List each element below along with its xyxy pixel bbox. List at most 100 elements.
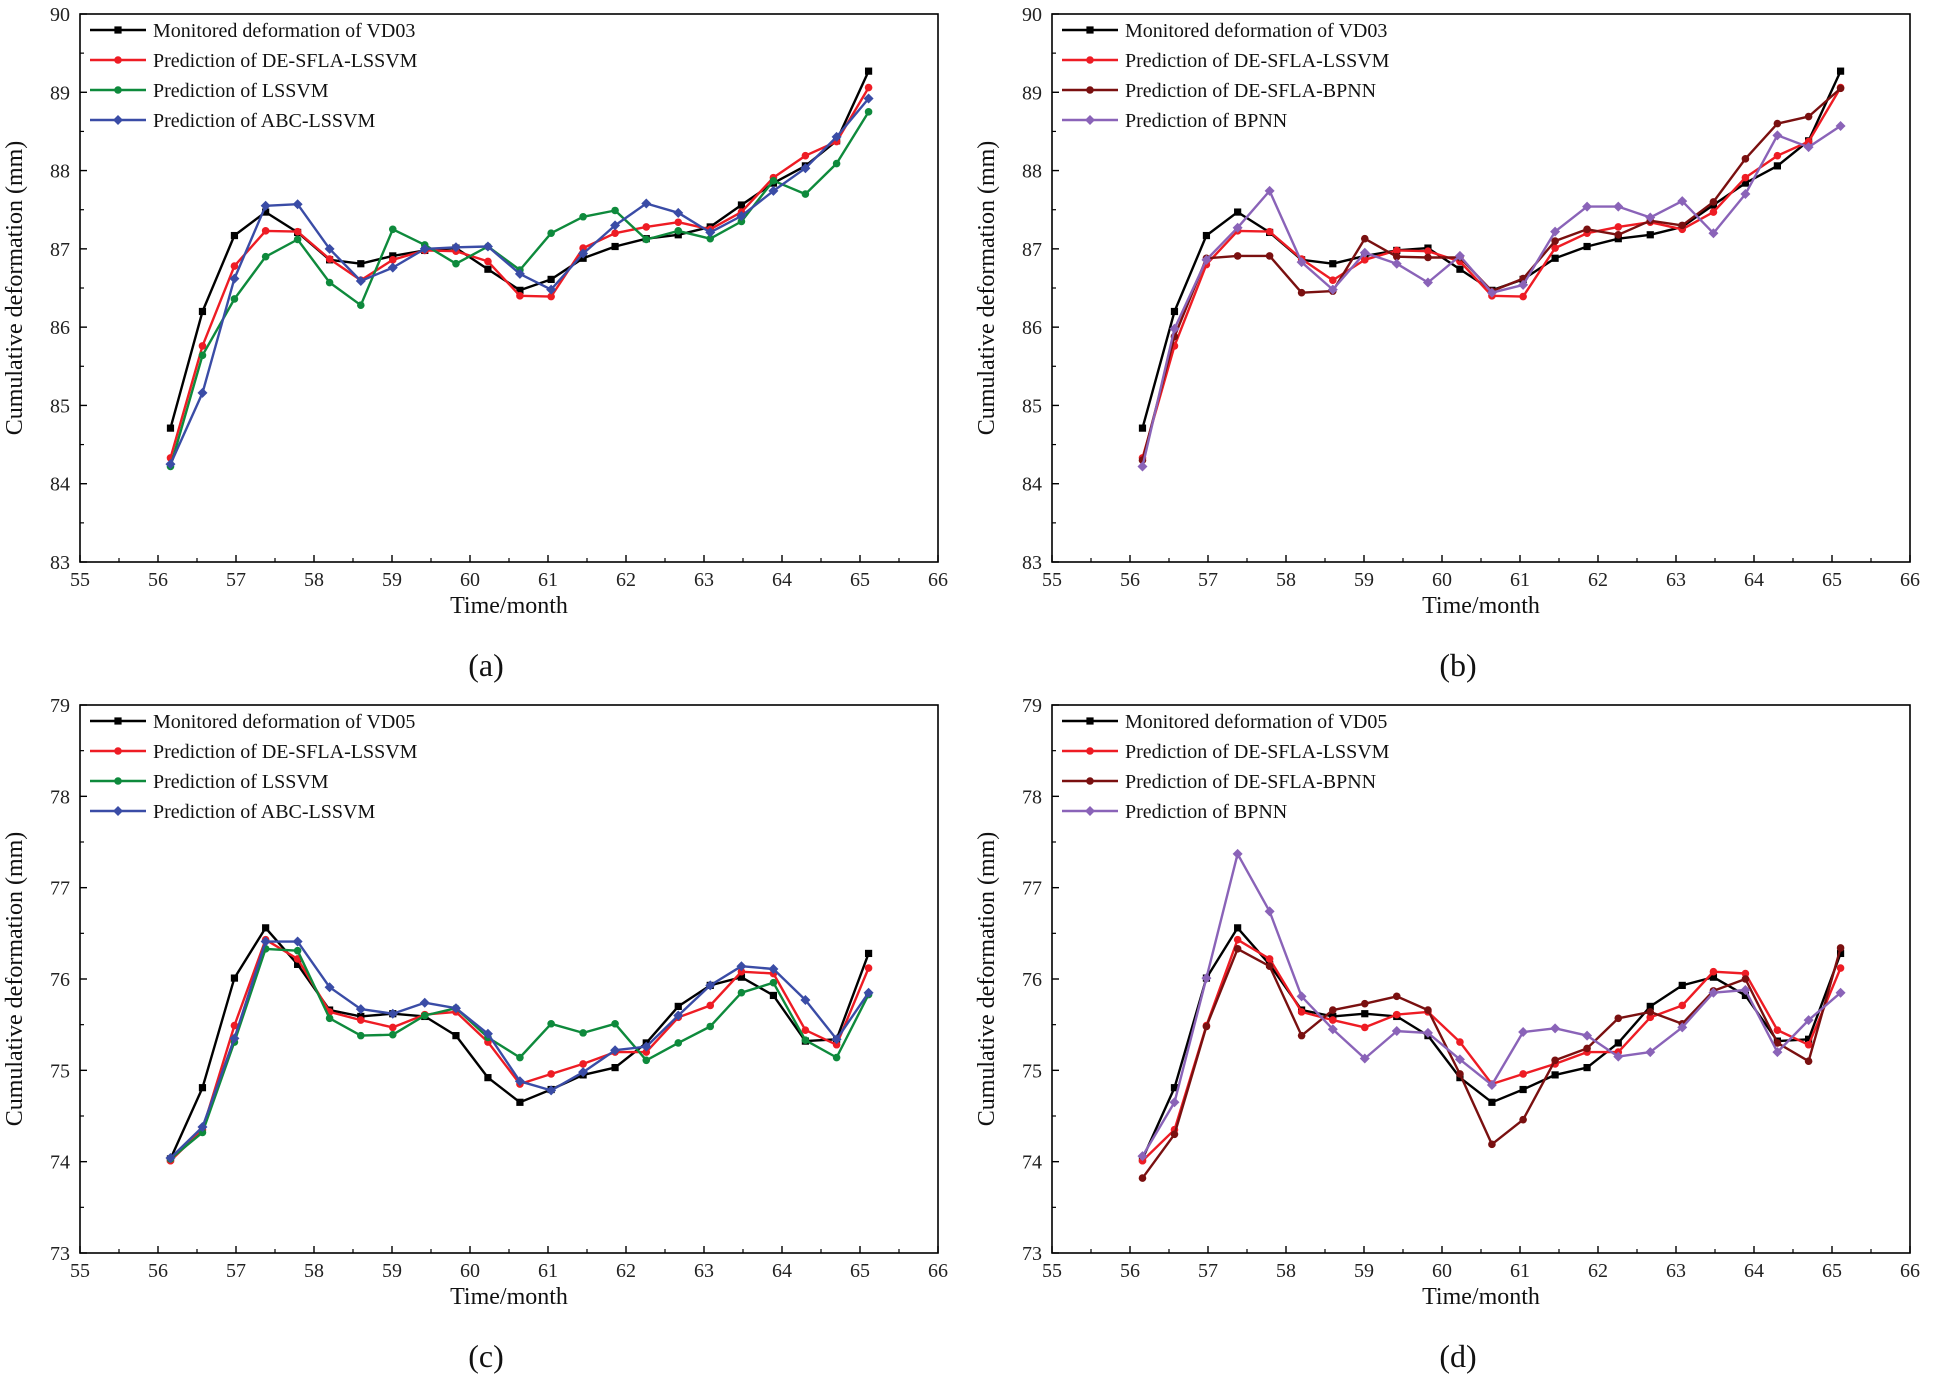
y-tick-label: 76: [50, 969, 70, 991]
data-point: [484, 265, 492, 273]
data-point: [1424, 247, 1432, 256]
chart-svg-c: 55 56 57 58 59 60 61 62 63 64 65 66 73 74 75 76 77 78 79 Ti…: [2, 695, 948, 1374]
data-point: [610, 1045, 621, 1056]
series-2: [1138, 944, 1845, 1182]
panel-caption: (b): [1439, 647, 1476, 683]
data-point: [674, 227, 683, 235]
data-point: [1233, 945, 1242, 953]
data-point: [801, 151, 810, 160]
data-point: [1138, 1174, 1147, 1182]
data-point: [863, 987, 874, 998]
data-point: [419, 243, 430, 254]
data-point: [1709, 198, 1718, 206]
x-tick-label: 62: [1588, 569, 1608, 591]
data-point: [768, 185, 779, 196]
series-line: [169, 926, 870, 1160]
data-point: [1329, 260, 1337, 268]
data-point: [1646, 1013, 1655, 1022]
data-point: [1709, 973, 1718, 981]
data-point: [1772, 1047, 1783, 1058]
legend-label: Prediction of LSSVM: [153, 80, 329, 102]
x-tick-label: 56: [1120, 1260, 1140, 1282]
data-point: [1773, 162, 1781, 170]
data-point: [737, 201, 746, 209]
x-tick-label: 60: [1432, 1260, 1452, 1282]
data-point: [1741, 969, 1750, 978]
data-point: [1740, 189, 1751, 200]
y-tick-label: 88: [1022, 161, 1042, 183]
data-point: [673, 207, 684, 218]
legend-marker: [1086, 86, 1094, 94]
data-point: [1360, 1023, 1369, 1032]
data-point: [357, 1031, 365, 1040]
data-point: [1360, 256, 1369, 264]
x-tick-label: 60: [460, 1260, 480, 1282]
x-tick-label: 59: [1354, 569, 1374, 591]
series-3: [1137, 848, 1846, 1162]
x-tick-label: 58: [304, 569, 324, 591]
data-point: [1454, 250, 1465, 261]
series-3: [1137, 120, 1846, 472]
data-point: [1678, 1001, 1687, 1010]
data-point: [1392, 1010, 1401, 1019]
x-tick-label: 64: [1744, 1260, 1764, 1282]
data-point: [325, 278, 334, 287]
y-tick-label: 84: [50, 474, 70, 496]
chart-svg-a: 55 56 57 58 59 60 61 62 63 64 65 66 83 84 85 86 87 88 89 90…: [2, 4, 948, 683]
data-point: [262, 208, 270, 216]
legend-marker: [1085, 115, 1095, 125]
data-point: [388, 1023, 397, 1032]
data-point: [1201, 254, 1212, 265]
x-tick-label: 58: [304, 1260, 324, 1282]
data-point: [737, 967, 746, 976]
legend-label: Prediction of DE-SFLA-LSSVM: [1125, 50, 1390, 72]
x-tick-label: 63: [1666, 1260, 1686, 1282]
data-point: [357, 1016, 365, 1024]
series-2: [166, 945, 873, 1163]
x-tick-label: 63: [694, 569, 714, 591]
data-point: [420, 1011, 429, 1020]
chart-svg-d: 55 56 57 58 59 60 61 62 63 64 65 66 73 74 75 76 77 78 79 Ti…: [974, 695, 1920, 1374]
x-tick-label: 66: [1900, 1260, 1920, 1282]
legend-marker: [114, 777, 122, 785]
data-point: [864, 83, 873, 92]
x-tick-label: 57: [1198, 569, 1218, 591]
data-point: [547, 1070, 555, 1078]
data-point: [198, 351, 207, 360]
legend-label: Monitored deformation of VD05: [153, 711, 415, 733]
legend-marker: [114, 26, 122, 34]
data-point: [610, 220, 621, 231]
x-tick-label: 65: [850, 1260, 870, 1282]
data-point: [1613, 1051, 1624, 1062]
data-point: [1360, 234, 1369, 243]
data-point: [642, 1048, 651, 1056]
data-point: [1138, 424, 1147, 432]
x-tick-label: 59: [382, 569, 402, 591]
y-tick-label: 75: [50, 1060, 70, 1082]
data-point: [1677, 1022, 1688, 1033]
data-point: [611, 242, 619, 251]
x-tick-label: 61: [1510, 1260, 1530, 1282]
x-tick-label: 65: [850, 569, 870, 591]
data-point: [1233, 252, 1242, 260]
data-point: [578, 248, 589, 259]
data-point: [1234, 924, 1242, 932]
data-point: [1169, 1097, 1180, 1108]
data-point: [355, 275, 366, 286]
data-point: [1488, 1098, 1496, 1106]
data-point: [642, 223, 651, 231]
data-point: [230, 262, 239, 270]
data-point: [1773, 1039, 1782, 1047]
legend-label: Prediction of DE-SFLA-LSSVM: [153, 741, 418, 763]
data-point: [1486, 1079, 1497, 1090]
x-tick-label: 55: [1042, 569, 1062, 591]
data-point: [1645, 1047, 1656, 1058]
data-point: [1422, 277, 1433, 288]
x-tick-label: 64: [772, 1260, 792, 1282]
series-line: [169, 97, 870, 465]
data-point: [1805, 1035, 1813, 1043]
data-point: [1741, 991, 1750, 1000]
data-point: [1202, 1022, 1211, 1031]
legend-marker: [1086, 26, 1094, 34]
data-point: [769, 978, 778, 987]
